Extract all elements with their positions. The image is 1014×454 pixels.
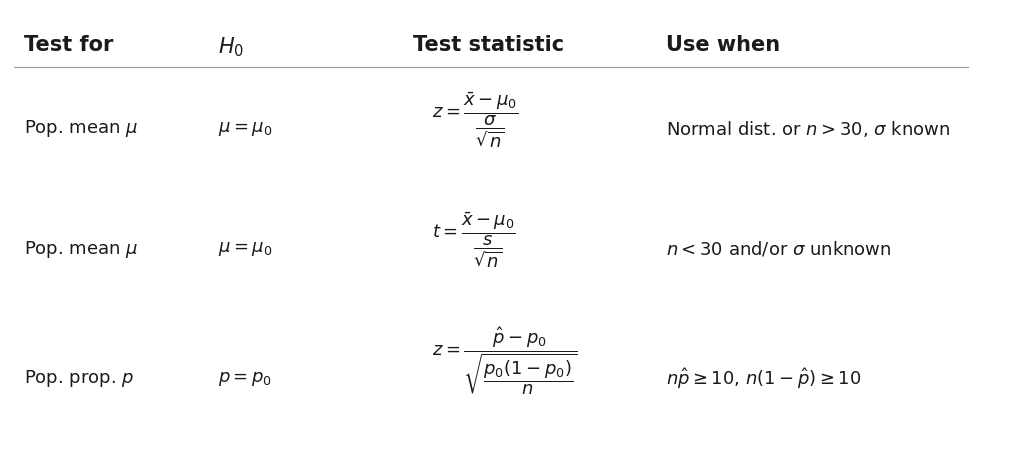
- Text: $n\hat{p} \geq 10$, $n(1 - \hat{p}) \geq 10$: $n\hat{p} \geq 10$, $n(1 - \hat{p}) \geq…: [666, 366, 861, 391]
- Text: $\mu = \mu_0$: $\mu = \mu_0$: [218, 240, 273, 258]
- Text: Pop. prop. $p$: Pop. prop. $p$: [23, 368, 134, 389]
- Text: Test statistic: Test statistic: [413, 35, 564, 55]
- Text: Pop. mean $\mu$: Pop. mean $\mu$: [23, 118, 138, 139]
- Text: Pop. mean $\mu$: Pop. mean $\mu$: [23, 239, 138, 260]
- Text: Use when: Use when: [666, 35, 780, 55]
- Text: $z = \dfrac{\hat{p} - p_0}{\sqrt{\dfrac{p_0(1-p_0)}{n}}}$: $z = \dfrac{\hat{p} - p_0}{\sqrt{\dfrac{…: [432, 325, 578, 396]
- Text: Normal dist. or $n > 30$, $\sigma$ known: Normal dist. or $n > 30$, $\sigma$ known: [666, 119, 950, 139]
- Text: $H_0$: $H_0$: [218, 35, 244, 59]
- Text: $p = p_0$: $p = p_0$: [218, 370, 273, 388]
- Text: Test for: Test for: [23, 35, 113, 55]
- Text: $\mu = \mu_0$: $\mu = \mu_0$: [218, 120, 273, 138]
- Text: $t = \dfrac{\bar{x} - \mu_0}{\dfrac{s}{\sqrt{n}}}$: $t = \dfrac{\bar{x} - \mu_0}{\dfrac{s}{\…: [432, 211, 516, 270]
- Text: $z = \dfrac{\bar{x} - \mu_0}{\dfrac{\sigma}{\sqrt{n}}}$: $z = \dfrac{\bar{x} - \mu_0}{\dfrac{\sig…: [432, 91, 518, 149]
- Text: $n < 30$ and/or $\sigma$ unknown: $n < 30$ and/or $\sigma$ unknown: [666, 240, 891, 259]
